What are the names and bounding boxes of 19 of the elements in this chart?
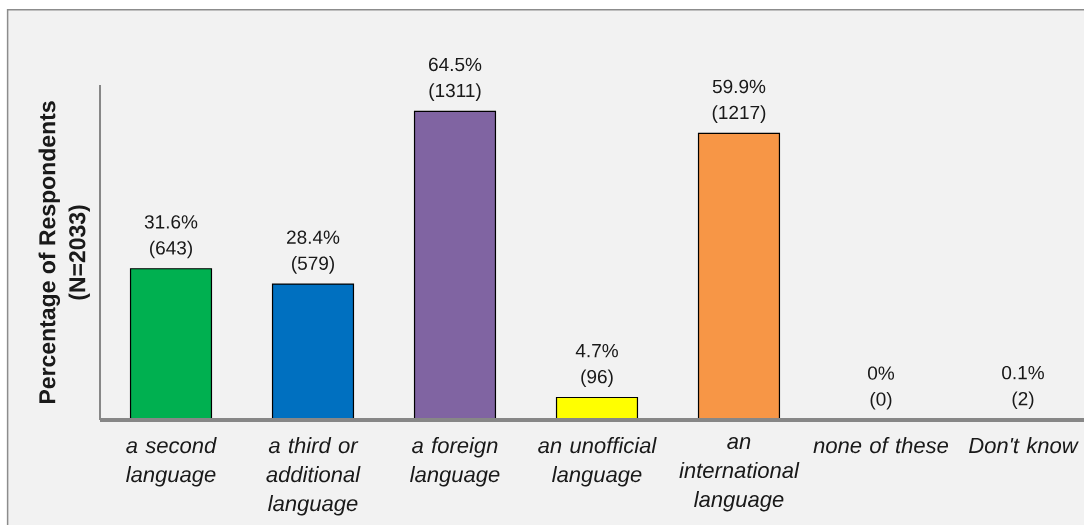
data-label: 59.9% (1217)	[712, 79, 766, 123]
x-tick-label: a third or additional language	[266, 437, 361, 516]
data-label: 0.1% (2)	[1002, 365, 1044, 410]
y-axis-title: Percentage of Respondents (N=2033)	[38, 101, 90, 404]
data-label: 64.5% (1311)	[429, 57, 482, 101]
x-tick-label: none of these	[813, 437, 949, 454]
bar	[129, 268, 213, 421]
bar	[271, 283, 355, 421]
x-tick-label: a second language	[126, 437, 217, 487]
data-label: 4.7% (96)	[575, 343, 618, 388]
data-label: 0% (0)	[868, 366, 895, 410]
bar	[697, 132, 781, 421]
x-tick-label: an international language	[679, 437, 800, 512]
bar	[413, 110, 497, 421]
x-tick-label: Don't know	[968, 437, 1079, 454]
data-label: 31.6% (643)	[144, 215, 198, 259]
x-tick-label: an unofficial language	[538, 437, 657, 487]
data-label: 28.4% (579)	[287, 230, 340, 274]
x-tick-label: a foreign language	[410, 437, 500, 487]
